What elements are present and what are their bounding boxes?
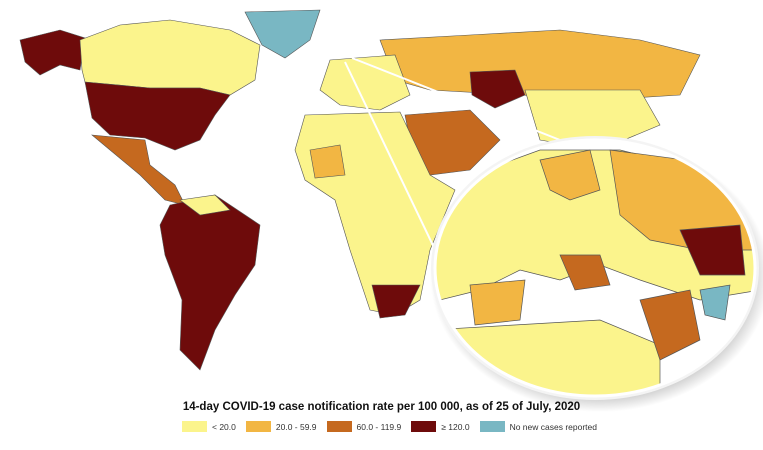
- region-venezuela: [179, 194, 231, 216]
- map-title: 14-day COVID-19 case notification rate p…: [182, 401, 581, 413]
- region-usa: [84, 81, 231, 151]
- region-canada: [79, 19, 261, 96]
- legend-swatch-lt20: [182, 421, 207, 432]
- legend-label: ≥ 120.0: [441, 421, 470, 432]
- magnified-europe: [435, 140, 755, 396]
- region-kazakhstan: [469, 69, 526, 109]
- region-south-africa: [371, 284, 421, 319]
- region-greenland: [244, 9, 321, 59]
- map-legend: < 20.0 20.0 - 59.9 60.0 - 119.9 ≥ 120.0 …: [182, 421, 607, 432]
- legend-label: 60.0 - 119.9: [356, 421, 402, 432]
- legend-label: 20.0 - 59.9: [275, 421, 317, 432]
- legend-label: < 20.0: [212, 421, 236, 432]
- legend-swatch-no-new-cases: [479, 421, 505, 432]
- legend-swatch-60-119: [326, 421, 352, 432]
- region-west-africa: [309, 144, 346, 179]
- legend-swatch-20-59: [245, 421, 271, 432]
- legend-swatch-ge120: [411, 421, 437, 432]
- region-russia: [379, 29, 701, 101]
- region-europe: [319, 54, 411, 111]
- region-south-america: [159, 194, 261, 371]
- legend-label: No new cases reported: [509, 421, 597, 432]
- region-alaska: [19, 29, 86, 76]
